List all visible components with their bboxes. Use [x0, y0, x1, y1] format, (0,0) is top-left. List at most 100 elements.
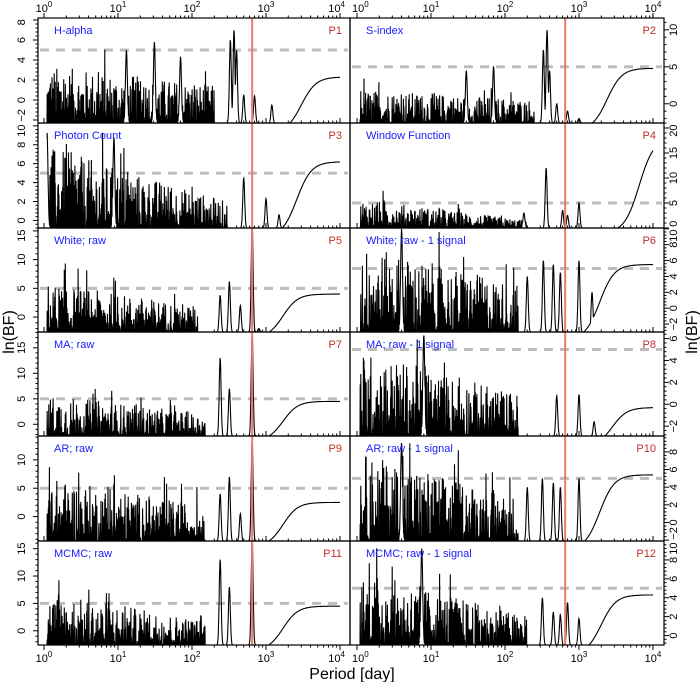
panel-title: Photon Count: [54, 130, 121, 142]
x-tick-label: 104: [328, 650, 345, 665]
y-tick-label: 10: [668, 542, 680, 554]
y-tick-label: 0: [16, 97, 28, 103]
panel-id: P4: [643, 130, 656, 142]
panel-id: P9: [329, 443, 342, 455]
panel-id: P1: [329, 25, 342, 37]
y-tick-label: 10: [16, 253, 28, 265]
y-tick-label: 5: [668, 200, 680, 206]
y-tick-label: 5: [16, 485, 28, 491]
x-tick-label: 101: [110, 0, 127, 15]
y-tick-label: 0: [16, 514, 28, 520]
y-tick-label: −2: [668, 318, 680, 331]
y-tick-label: 2: [668, 614, 680, 620]
panel-P7: MA; raw P7 0 5 10 15: [16, 327, 351, 437]
y-tick-label: 15: [16, 342, 28, 354]
panel-title: Window Function: [366, 130, 450, 142]
y-tick-label: 20: [668, 124, 680, 136]
y-tick-label: 4: [16, 180, 28, 186]
panel-P3: Photon Count P3 0 2 4 6 8 10: [16, 118, 351, 229]
y-tick-label: 2: [16, 198, 28, 204]
y-tick-label: 4: [668, 357, 680, 363]
y-tick-label: −2: [16, 109, 28, 122]
y-tick-label: −2: [668, 420, 680, 433]
x-tick-label: 102: [497, 0, 514, 15]
y-tick-label: 0: [668, 632, 680, 638]
panel-title: S-index: [366, 25, 404, 37]
panel-P8: MA; raw - 1 signal P8 −2 0 2 4 6: [349, 327, 680, 437]
y-tick-label: 2: [668, 289, 680, 295]
panel-P9: AR; raw P9 0 5 10: [16, 431, 351, 542]
panel-title: White; raw: [54, 235, 106, 247]
spectrum-curve: [46, 440, 340, 541]
y-tick-label: 5: [16, 285, 28, 291]
x-tick-label: 102: [184, 0, 201, 15]
y-tick-label: 6: [668, 466, 680, 472]
y-tick-label: 0: [668, 519, 680, 525]
y-tick-label: 6: [668, 576, 680, 582]
y-tick-label: 5: [16, 600, 28, 606]
x-axis-label: Period [day]: [309, 666, 394, 682]
y-tick-label: 10: [668, 172, 680, 184]
y-tick-label: 4: [668, 484, 680, 490]
x-tick-label: 101: [423, 0, 440, 15]
panel-P1: H-alpha P1 −2 0 2 4 6 8 100 101 102 103 104: [16, 0, 351, 124]
x-tick-label: 103: [258, 650, 275, 665]
x-tick-label: 100: [36, 650, 53, 665]
y-tick-label: 8: [16, 19, 28, 25]
y-tick-label: 2: [668, 379, 680, 385]
spectrum-curve: [359, 228, 653, 332]
y-tick-label: 0: [668, 305, 680, 311]
panel-title: H-alpha: [54, 25, 93, 37]
panel-frame: [349, 540, 665, 646]
panel-title: MCMC; raw - 1 signal: [366, 548, 472, 560]
spectrum-curve: [359, 548, 653, 645]
spectrum-curve: [46, 541, 340, 645]
spectrum-curve: [46, 132, 340, 228]
y-tick-label: 6: [668, 257, 680, 263]
y-tick-label: 5: [16, 396, 28, 402]
y-tick-label: 2: [16, 77, 28, 83]
y-tick-label: 0: [668, 221, 680, 227]
y-tick-label: 0: [16, 421, 28, 427]
panel-title: AR; raw: [54, 443, 93, 455]
y-tick-label: 4: [668, 595, 680, 601]
x-tick-label: 102: [497, 650, 514, 665]
y-tick-label: 10: [16, 367, 28, 379]
panel-P6: White; raw - 1 signal P6 −2 0 2 4 6 810: [349, 223, 680, 333]
y-tick-label: 10: [16, 124, 28, 136]
x-tick-label: 100: [352, 0, 369, 15]
panel-id: P8: [643, 339, 656, 351]
panel-id: P2: [643, 25, 656, 37]
y-tick-label: 10: [16, 454, 28, 466]
y-tick-label: 5: [668, 64, 680, 70]
x-tick-label: 100: [36, 0, 53, 15]
spectrum-curve: [359, 150, 654, 228]
y-tick-label: 4: [16, 57, 28, 63]
panel-id: P3: [329, 130, 342, 142]
x-tick-label: 104: [645, 650, 662, 665]
panel-P11: MCMC; raw P11 0 5 10 15 100 101 102 103 104: [16, 536, 351, 665]
y-tick-label: 15: [16, 229, 28, 241]
x-tick-label: 101: [110, 650, 127, 665]
panel-P2: S-index P2 0 5 10 100 101 102 103 104: [349, 0, 680, 124]
y-tick-label: 4: [668, 273, 680, 279]
x-tick-label: 104: [645, 0, 662, 15]
x-tick-label: 104: [328, 0, 345, 15]
x-tick-label: 103: [571, 0, 588, 15]
panel-P4: Window Function P4 0 5 10 15 20: [349, 118, 680, 229]
panel-title: White; raw - 1 signal: [366, 235, 466, 247]
y-tick-label: 6: [668, 336, 680, 342]
panel-P5: White; raw P5 0 5 10 15: [16, 223, 351, 333]
panel-title: MCMC; raw: [54, 548, 112, 560]
x-tick-label: 101: [423, 650, 440, 665]
y-tick-label: 6: [16, 37, 28, 43]
spectrum-curve: [46, 30, 340, 123]
y-tick-label: 8: [16, 142, 28, 148]
y-tick-label: 15: [16, 543, 28, 555]
y-tick-label: −2: [668, 527, 680, 540]
y-tick-label: 10: [668, 24, 680, 36]
y-tick-label: 0: [16, 314, 28, 320]
y-tick-label: 8: [668, 242, 680, 248]
y-tick-label: 8: [668, 449, 680, 455]
x-tick-label: 103: [571, 650, 588, 665]
